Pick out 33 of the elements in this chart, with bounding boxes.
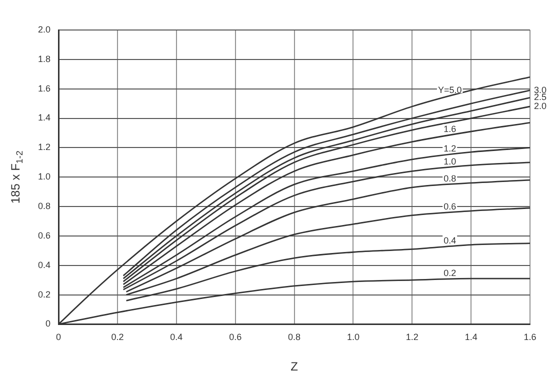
series-label: 2.5: [534, 92, 547, 102]
y-tick-label: 1.2: [38, 142, 51, 152]
x-tick-label: 1.2: [406, 332, 418, 342]
x-tick-label: 1.0: [346, 332, 360, 342]
y-tick-label: 0.8: [38, 201, 51, 212]
y-tick-label: 0.6: [38, 230, 51, 240]
series-label: 3.0: [534, 84, 547, 95]
y-tick-label: 0.4: [38, 260, 51, 270]
series-label: 0.4: [444, 235, 456, 246]
y-tick-label: 0.2: [38, 289, 51, 300]
series-label: 0.8: [444, 174, 456, 184]
series-label: 1.2: [444, 144, 456, 154]
y-axis-title: 185 x F1-2: [8, 150, 24, 204]
y-tick-label: 1.0: [38, 172, 51, 182]
x-axis-title: Z: [290, 359, 298, 374]
series-label: 0.2: [444, 268, 456, 278]
series-label: Y=5.0: [438, 85, 462, 96]
x-tick-label: 1.4: [464, 332, 478, 342]
y-tick-label: 1.6: [38, 83, 51, 94]
y-tick-label: 2.0: [38, 24, 51, 34]
y-tick-label: 0: [45, 318, 51, 329]
x-tick-label: 0.6: [229, 332, 242, 342]
series-label: 0.6: [444, 202, 456, 212]
series-label: 1.0: [444, 156, 456, 166]
x-tick-label: 0.4: [170, 332, 183, 342]
x-tick-label: 0.8: [288, 332, 301, 342]
x-tick-label: 0.2: [111, 332, 124, 342]
y-tick-label: 1.4: [38, 112, 51, 123]
series-label: 1.6: [444, 124, 456, 134]
x-tick-label: 1.6: [524, 332, 536, 342]
y-tick-label: 1.8: [38, 54, 51, 64]
x-tick-label: 0: [56, 332, 62, 342]
series-label: 2.0: [534, 100, 547, 111]
